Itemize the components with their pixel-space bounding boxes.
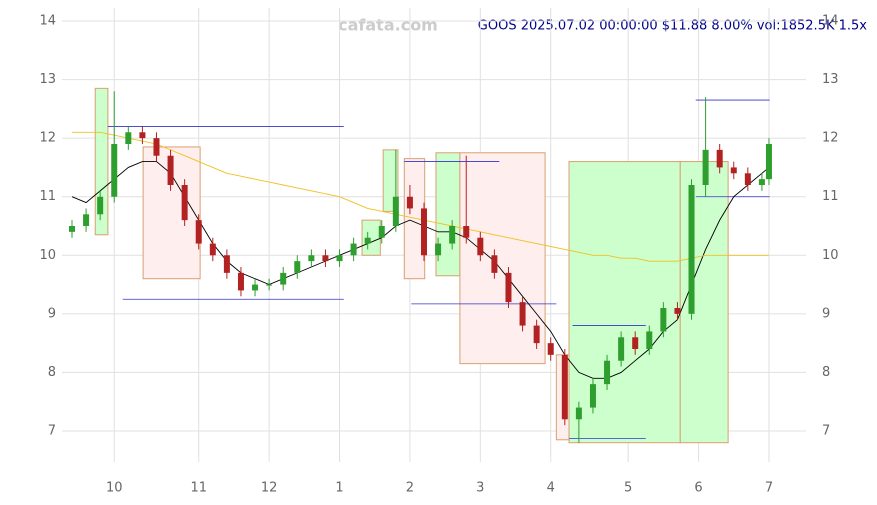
candle-body — [688, 185, 695, 314]
x-tick-label: 11 — [190, 481, 207, 496]
candle-body — [97, 196, 104, 215]
x-tick-label: 7 — [765, 481, 773, 496]
candle-body — [406, 196, 413, 209]
candle-body — [294, 261, 301, 273]
candle-body — [280, 272, 287, 285]
candle-body — [139, 132, 146, 139]
x-tick-label: 1 — [335, 481, 343, 496]
y-tick-label: 10 — [822, 248, 839, 263]
y-tick-label: 9 — [822, 306, 830, 321]
y-tick-label: 11 — [822, 189, 839, 204]
candle-body — [519, 302, 526, 326]
candle-body — [237, 272, 244, 291]
y-tick-label: 10 — [39, 248, 56, 263]
y-tick-label: 12 — [39, 131, 56, 146]
candle-body — [111, 144, 118, 197]
candle-body — [491, 255, 498, 273]
x-tick-label: 10 — [106, 481, 123, 496]
candle-body — [618, 337, 625, 361]
candle-body — [533, 325, 540, 344]
y-tick-label: 13 — [822, 72, 839, 87]
y-tick-label: 8 — [48, 365, 56, 380]
candle-body — [83, 214, 90, 226]
candle-body — [378, 226, 385, 238]
zone-box — [568, 161, 681, 444]
candle-body — [604, 360, 611, 385]
candle-body — [209, 243, 216, 256]
chart-title: GOOS 2025.07.02 00:00:00 $11.88 8.00% vo… — [478, 19, 868, 34]
y-tick-label: 11 — [39, 189, 56, 204]
zone-box — [435, 152, 461, 277]
candle-body — [547, 343, 554, 355]
candle-body — [575, 407, 582, 420]
y-tick-label: 9 — [48, 306, 56, 321]
y-tick-label: 7 — [48, 424, 56, 439]
candle-body — [153, 138, 160, 156]
x-tick-label: 3 — [476, 481, 484, 496]
y-tick-label: 7 — [822, 424, 830, 439]
candle-body — [702, 149, 709, 185]
x-tick-label: 4 — [547, 481, 555, 496]
zone-box — [679, 161, 729, 444]
y-tick-label: 12 — [822, 131, 839, 146]
y-tick-label: 14 — [39, 14, 56, 29]
candle-body — [336, 255, 343, 262]
candle-body — [589, 384, 596, 408]
y-tick-label: 8 — [822, 365, 830, 380]
candle-body — [449, 226, 456, 244]
candle-body — [646, 331, 653, 349]
x-tick-label: 5 — [624, 481, 632, 496]
candle-body — [322, 255, 329, 262]
candle-body — [392, 196, 399, 226]
candle-body — [266, 284, 273, 286]
candle-body — [463, 226, 470, 238]
candle-body — [167, 155, 174, 185]
candle-body — [350, 243, 357, 256]
x-tick-label: 2 — [406, 481, 414, 496]
candle-body — [252, 284, 259, 291]
candle-body — [561, 354, 568, 420]
candle-body — [435, 243, 442, 256]
candle-body — [758, 179, 765, 185]
y-tick-label: 13 — [39, 72, 56, 87]
candle-body — [125, 132, 132, 144]
candle-body — [730, 167, 737, 174]
candle-body — [632, 337, 639, 349]
y-tick-label: 14 — [822, 14, 839, 29]
zone-box — [382, 149, 399, 212]
candle-body — [308, 255, 315, 262]
zone-box — [459, 152, 546, 365]
candle-body — [181, 185, 188, 221]
candle-body — [765, 144, 772, 180]
x-tick-label: 6 — [694, 481, 702, 496]
watermark: cafata.com — [338, 16, 438, 35]
candle-body — [69, 226, 75, 232]
candle-body — [223, 255, 230, 273]
candle-body — [477, 237, 484, 256]
candle-body — [364, 237, 371, 244]
candle-body — [674, 308, 681, 314]
candle-body — [716, 149, 723, 168]
candle-body — [421, 208, 427, 256]
candle-body — [195, 220, 202, 244]
x-tick-label: 12 — [261, 481, 278, 496]
candle-body — [505, 272, 512, 303]
candle-body — [744, 173, 751, 185]
candle-body — [660, 308, 667, 332]
